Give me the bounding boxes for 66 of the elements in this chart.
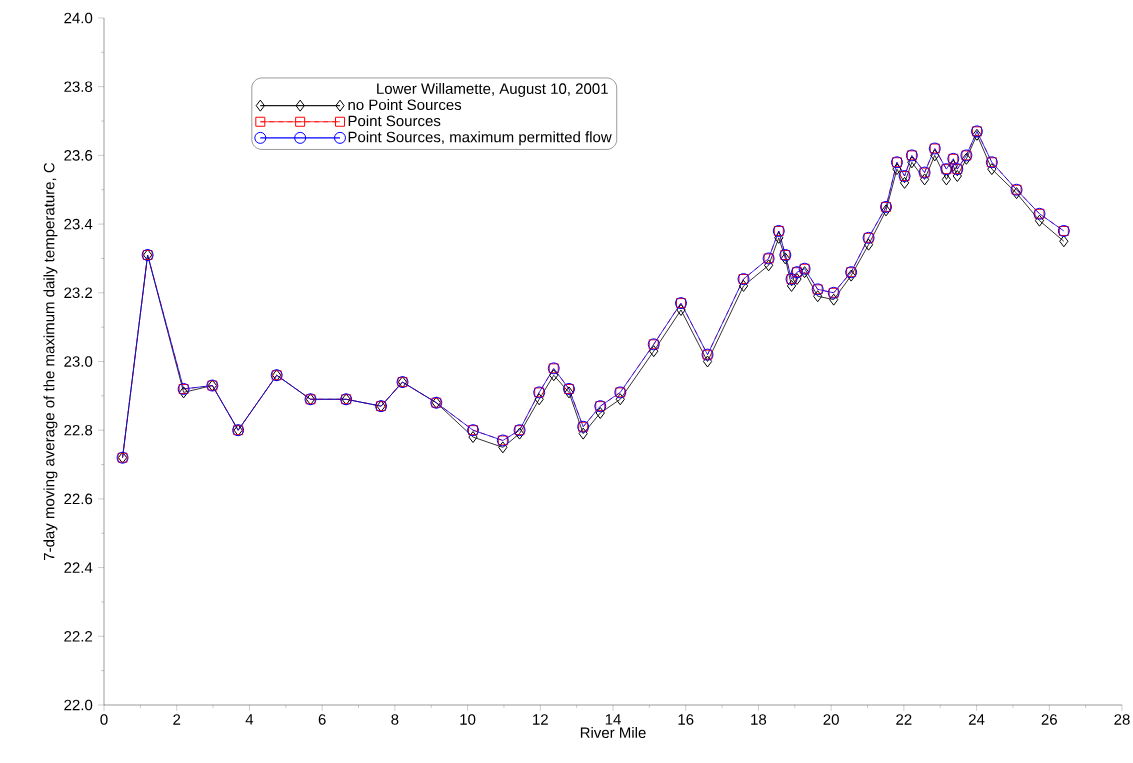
- legend-title: Lower Willamette, August 10, 2001: [377, 82, 608, 97]
- point: [676, 303, 686, 316]
- x-tick-label: 4: [245, 714, 254, 725]
- point: [881, 204, 891, 217]
- point: [649, 345, 659, 358]
- point: [468, 431, 478, 444]
- x-tick-label: 10: [460, 714, 476, 725]
- point: [941, 173, 952, 186]
- point: [738, 279, 749, 292]
- y-tick-label: 23.8: [64, 81, 93, 92]
- point: [1059, 235, 1069, 248]
- point: [179, 386, 189, 399]
- x-tick-label: 28: [1114, 714, 1130, 725]
- point: [952, 170, 962, 182]
- point: [549, 369, 559, 382]
- x-tick-label: 14: [605, 714, 621, 725]
- x-tick-label: 6: [318, 714, 326, 725]
- x-axis-title: River Mile: [580, 727, 646, 739]
- x-tick-label: 12: [533, 714, 548, 725]
- x-tick-label: 2: [173, 714, 181, 725]
- legend-label: Point Sources, maximum permitted flow: [348, 131, 612, 146]
- point: [578, 427, 588, 440]
- x-tick-label: 8: [391, 714, 399, 725]
- y-tick-label: 23.4: [64, 218, 93, 230]
- y-tick-label: 22.8: [64, 424, 93, 436]
- y-tick-label: 22.0: [64, 699, 93, 711]
- point: [948, 159, 958, 172]
- y-tick-label: 23.6: [64, 150, 93, 161]
- point: [930, 149, 940, 162]
- y-tick-label: 23.2: [64, 287, 93, 299]
- x-tick-label: 0: [100, 714, 108, 725]
- legend-label: no Point Sources: [348, 99, 462, 111]
- point: [813, 290, 823, 303]
- x-tick-label: 24: [968, 714, 985, 725]
- point: [919, 173, 930, 186]
- y-tick-label: 22.4: [64, 562, 93, 573]
- y-axis-title: 7-day moving average of the maximum daily temperature, C: [43, 162, 58, 560]
- point: [863, 238, 874, 251]
- point: [702, 355, 713, 368]
- x-tick-label: 26: [1041, 714, 1057, 725]
- y-tick-label: 23.0: [64, 356, 93, 367]
- x-tick-label: 22: [896, 714, 912, 725]
- point: [799, 266, 810, 279]
- point: [987, 163, 997, 176]
- point: [498, 441, 508, 454]
- point: [786, 279, 797, 292]
- point: [615, 393, 625, 406]
- point: [792, 273, 802, 286]
- point: [1011, 187, 1022, 200]
- point: [1034, 214, 1045, 227]
- y-tick-label: 24.0: [64, 12, 93, 24]
- y-tick-label: 22.2: [64, 631, 93, 642]
- point: [892, 163, 902, 176]
- point: [534, 393, 544, 406]
- point: [907, 156, 917, 169]
- point: [829, 293, 839, 306]
- x-tick-label: 16: [678, 714, 694, 725]
- point: [774, 231, 784, 244]
- point: [763, 259, 774, 272]
- y-tick-label: 22.6: [64, 493, 93, 505]
- legend-label: Point Sources: [348, 115, 441, 127]
- point: [899, 176, 910, 189]
- x-tick-label: 18: [751, 714, 767, 725]
- point: [595, 407, 605, 420]
- x-tick-label: 20: [823, 714, 839, 725]
- point: [564, 386, 574, 399]
